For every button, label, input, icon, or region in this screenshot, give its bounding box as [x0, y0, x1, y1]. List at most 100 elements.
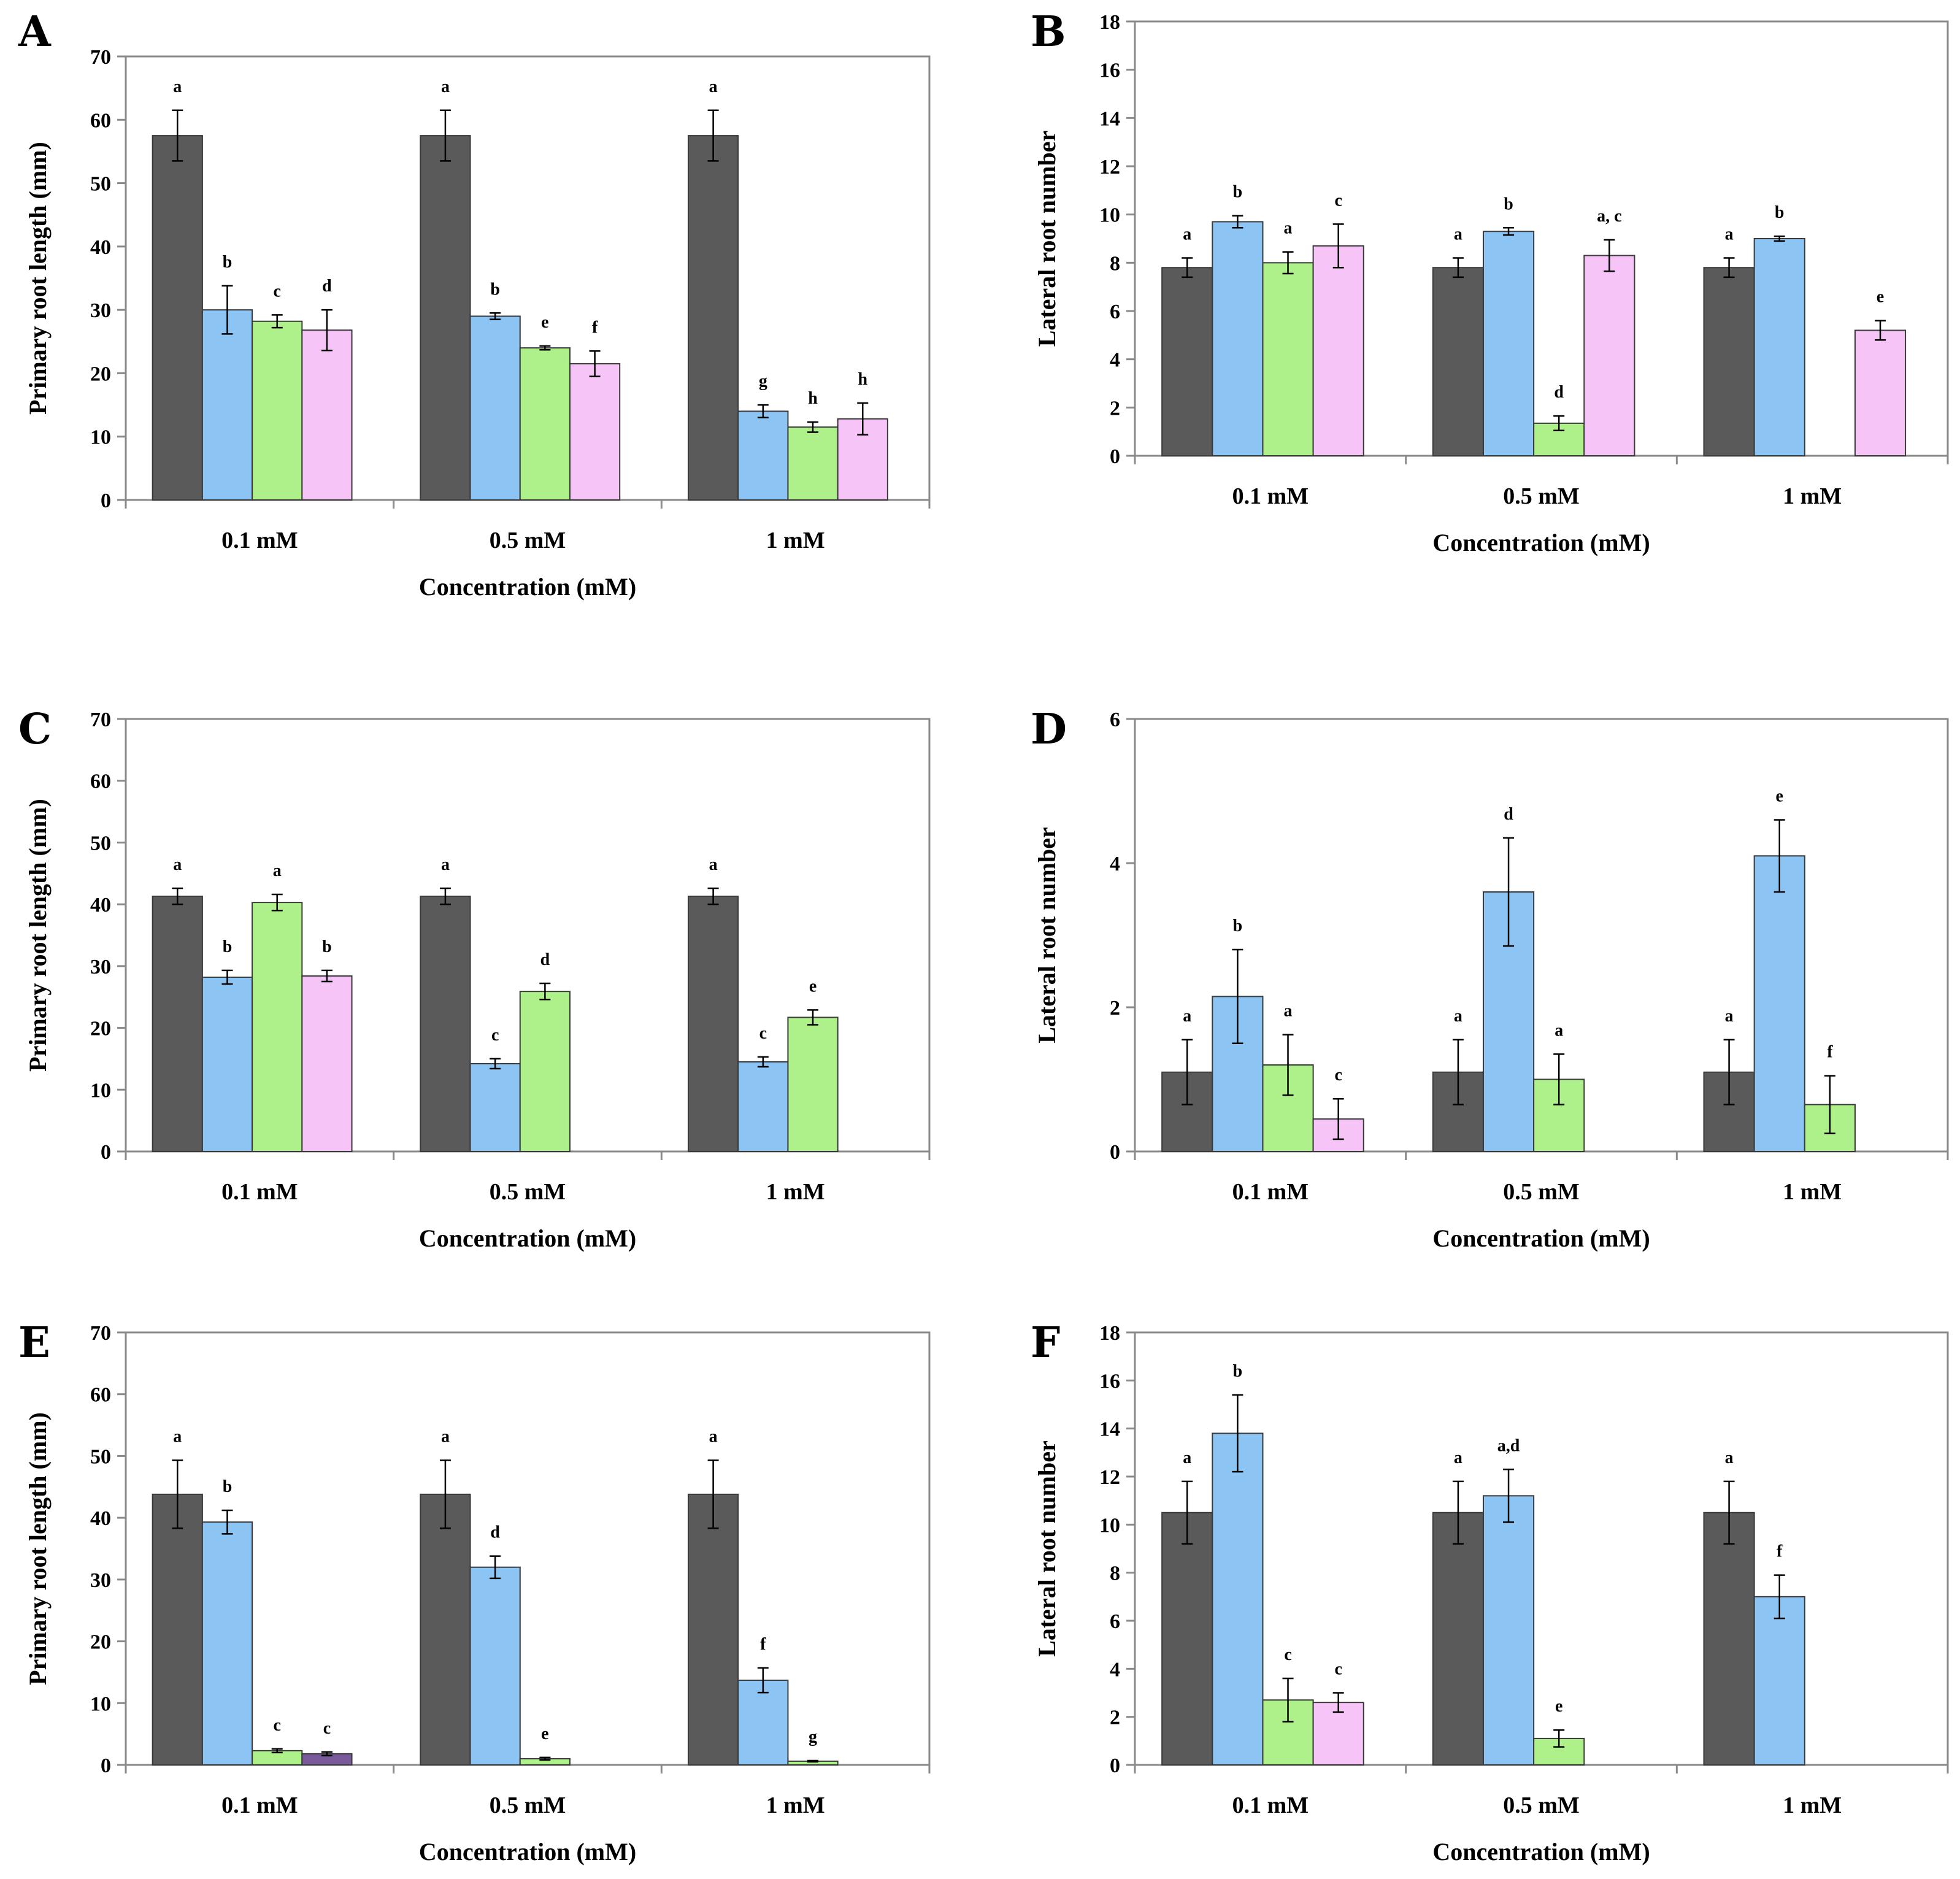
bar-control [420, 896, 471, 1153]
bar-blue [737, 410, 789, 501]
bar-blue [1482, 1495, 1535, 1766]
significance-label: b [1233, 1362, 1243, 1381]
bar-control [420, 1493, 471, 1766]
significance-label: c [1284, 1645, 1291, 1664]
significance-label: a [1284, 1002, 1293, 1021]
y-tick-label: 0 [101, 1141, 111, 1164]
bar-control [1161, 267, 1213, 456]
significance-label: b [322, 937, 332, 956]
y-tick-label: 10 [1099, 1514, 1120, 1537]
bar-control [1161, 1512, 1213, 1766]
y-tick-label: 6 [1110, 301, 1120, 323]
significance-label: d [490, 1523, 500, 1542]
x-category-label: 1 mM [1783, 1179, 1842, 1205]
bar-green [1262, 262, 1314, 456]
significance-label: a [1454, 1007, 1462, 1026]
y-tick-label: 0 [1110, 1754, 1120, 1777]
bar-pink [1312, 245, 1364, 456]
panel-letter: A [18, 7, 52, 56]
x-category-label: 1 mM [1783, 1793, 1842, 1818]
y-tick-label: 16 [1099, 1370, 1120, 1393]
significance-label: a [1183, 1007, 1191, 1026]
significance-label: g [809, 1727, 817, 1746]
significance-label: a [1284, 219, 1293, 238]
significance-label: a [173, 77, 182, 96]
significance-label: d [1504, 805, 1513, 824]
significance-label: c [1334, 191, 1342, 210]
significance-label: a [1725, 1007, 1734, 1026]
significance-label: a, c [1597, 207, 1621, 226]
significance-label: a [709, 77, 718, 96]
x-category-label: 0.5 mM [490, 1179, 566, 1205]
bar-green [519, 347, 571, 501]
bar-blue [1212, 221, 1264, 456]
y-tick-label: 50 [90, 1445, 111, 1468]
significance-label: b [223, 1477, 233, 1496]
significance-label: b [1233, 916, 1243, 936]
significance-label: e [541, 1724, 548, 1743]
panel-letter: C [18, 705, 52, 754]
significance-label: a [173, 855, 182, 874]
x-category-label: 0.5 mM [1503, 1793, 1580, 1818]
panel-letter: B [1031, 7, 1066, 56]
bar-control [1432, 1512, 1484, 1766]
significance-label: d [322, 277, 332, 296]
significance-label: c [273, 1716, 280, 1735]
bar-green [252, 320, 303, 501]
x-category-label: 0.1 mM [1232, 483, 1309, 509]
y-tick-label: 70 [90, 46, 111, 69]
x-axis-title: Concentration (mM) [419, 1224, 636, 1252]
x-axis-title: Concentration (mM) [1432, 1838, 1650, 1866]
y-tick-label: 2 [1110, 1707, 1120, 1729]
y-tick-label: 0 [1110, 1141, 1120, 1164]
bar-control [420, 135, 471, 501]
y-tick-label: 10 [90, 1079, 111, 1102]
bar-control [152, 135, 203, 501]
y-axis-title: Primary root length (mm) [24, 142, 52, 415]
significance-label: f [1827, 1043, 1833, 1062]
chart-panel-b: B 0 2 4 6 8 10 12 14 16 18 Lateral root number 0.1 m… [1031, 7, 1949, 556]
y-tick-label: 4 [1110, 853, 1120, 875]
x-category-label: 1 mM [766, 1793, 825, 1818]
y-axis-title: Primary root length (mm) [24, 799, 52, 1072]
chart-panel-c: C 0 10 20 30 40 50 60 70 Primary root length (mm)… [18, 705, 931, 1252]
bar-control [1703, 267, 1755, 456]
bar-blue [1482, 231, 1535, 456]
bar-pink [1854, 329, 1907, 457]
bar-blue [1753, 855, 1805, 1152]
significance-label: a [1183, 1448, 1191, 1467]
y-tick-label: 10 [1099, 204, 1120, 227]
x-category-label: 0.5 mM [1503, 1179, 1580, 1205]
bar-blue [201, 976, 253, 1152]
y-tick-label: 60 [90, 770, 111, 793]
bar-blue [1753, 238, 1805, 456]
panel-letter: D [1031, 705, 1067, 754]
bar-control [152, 1493, 203, 1766]
significance-label: b [223, 937, 233, 956]
y-tick-label: 0 [101, 1754, 111, 1777]
y-tick-label: 4 [1110, 349, 1120, 372]
bar-blue [1212, 1432, 1264, 1766]
chart-panel-e: E 0 10 20 30 40 50 60 70 Primary root length (mm)… [18, 1318, 931, 1866]
y-tick-label: 0 [101, 490, 111, 512]
y-tick-label: 18 [1099, 11, 1120, 34]
y-axis-title: Lateral root number [1033, 131, 1061, 347]
significance-label: a [173, 1427, 182, 1446]
bar-control [152, 896, 203, 1153]
y-tick-label: 40 [90, 894, 111, 916]
y-axis-title: Primary root length (mm) [24, 1412, 52, 1685]
bar-green [252, 902, 303, 1153]
bar-control [688, 135, 739, 501]
x-category-label: 0.1 mM [221, 1793, 298, 1818]
bar-control [1432, 267, 1484, 456]
y-tick-label: 30 [90, 1569, 111, 1592]
y-axis-title: Lateral root number [1033, 1440, 1061, 1657]
x-category-label: 1 mM [1783, 483, 1842, 509]
x-category-label: 0.5 mM [1503, 483, 1580, 509]
y-tick-label: 12 [1099, 156, 1120, 179]
y-tick-label: 70 [90, 1322, 111, 1345]
bar-green [787, 426, 839, 501]
bar-blue [201, 309, 253, 501]
y-tick-label: 0 [1110, 445, 1120, 468]
